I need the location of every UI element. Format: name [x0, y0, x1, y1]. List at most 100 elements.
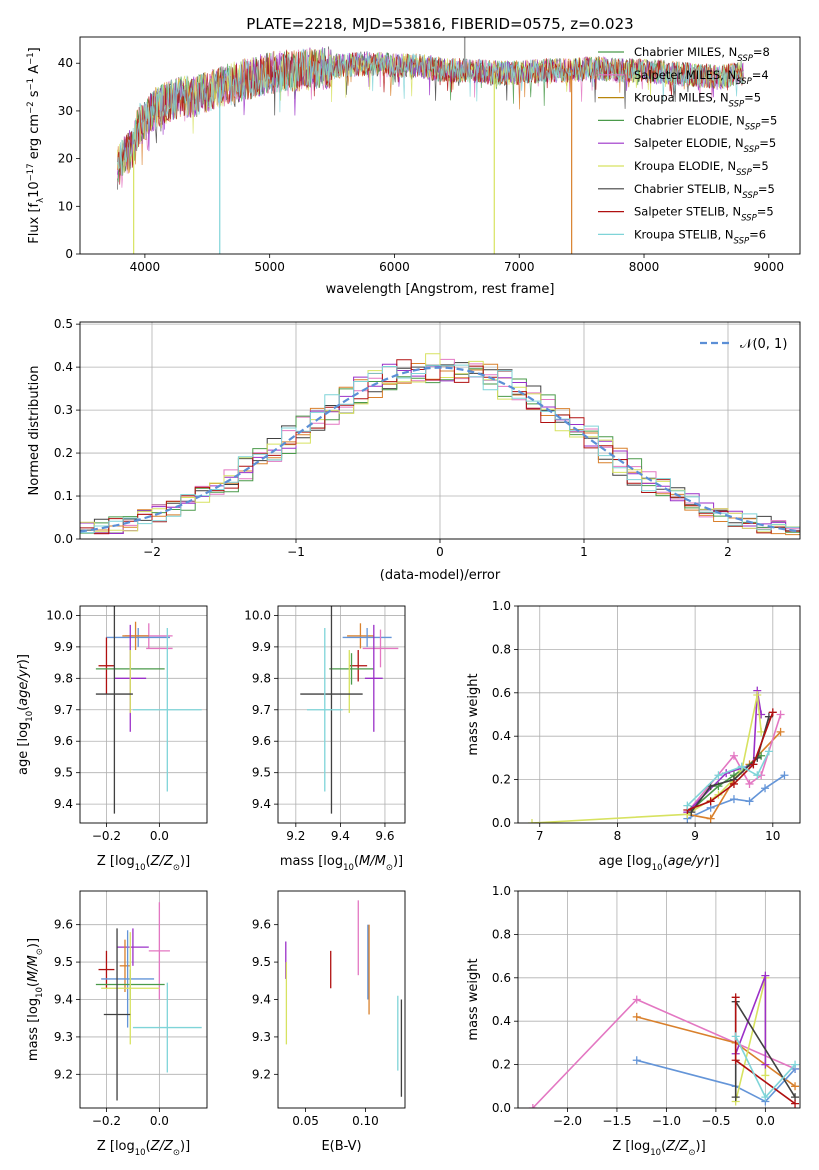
x-tick-label: 4000 [130, 260, 161, 274]
x-tick-label: 0.0 [150, 1114, 169, 1128]
x-tick-label: −1.0 [652, 1114, 681, 1128]
weight-marker [528, 1104, 537, 1108]
y-tick-label: 9.7 [252, 703, 271, 717]
x-tick-label: 5000 [254, 260, 285, 274]
x-axis-label: mass [log10(M/M⊙)] [280, 854, 403, 873]
y-tick-label: 9.4 [252, 993, 271, 1007]
y-axis-label: mass weight [466, 673, 481, 755]
x-tick-label: 8000 [629, 260, 660, 274]
figure-title: PLATE=2218, MJD=53816, FIBERID=0575, z=0… [246, 15, 633, 33]
weight-marker [706, 814, 715, 823]
legend-entry: Salpeter ELODIE, NSSP=5 [634, 136, 776, 155]
weight-marker [768, 708, 777, 717]
y-tick-label: 9.2 [252, 1067, 271, 1081]
x-tick-label: 9000 [754, 260, 785, 274]
y-axis-label: mass [log10(M/M⊙)] [26, 938, 45, 1061]
x-tick-label: 6000 [379, 260, 410, 274]
weight-marker [706, 797, 715, 806]
weight-marker [764, 747, 773, 756]
weight-marker [761, 1093, 770, 1102]
x-axis-label: Z [log10(Z/Z⊙)] [97, 854, 190, 873]
x-tick-label: −2 [143, 545, 161, 559]
weight-marker [745, 797, 754, 806]
y-tick-label: 10.0 [46, 608, 73, 622]
y-tick-label: 0.4 [54, 360, 73, 374]
weight-marker [731, 1093, 740, 1102]
weight-marker [729, 779, 738, 788]
y-tick-label: 0.8 [492, 927, 511, 941]
spectrum-line [117, 47, 744, 176]
y-tick-label: 9.5 [252, 766, 271, 780]
x-tick-label: 9.4 [331, 829, 350, 843]
y-tick-label: 9.4 [54, 993, 73, 1007]
y-tick-label: 10 [58, 199, 73, 213]
y-tick-label: 0.2 [492, 1058, 511, 1072]
x-axis-label: Z [log10(Z/Z⊙)] [97, 1139, 190, 1158]
x-tick-label: 0.10 [352, 1114, 379, 1128]
weight-marker [527, 819, 536, 823]
x-tick-label: −0.5 [701, 1114, 730, 1128]
x-axis-label: wavelength [Angstrom, rest frame] [326, 282, 555, 297]
weight-marker [749, 760, 758, 769]
x-tick-label: 0 [436, 545, 444, 559]
y-tick-label: 9.6 [54, 918, 73, 932]
weight-marker [757, 710, 766, 719]
x-tick-label: 9.2 [286, 829, 305, 843]
y-tick-label: 9.8 [54, 671, 73, 685]
weight-marker [731, 1056, 740, 1065]
legend-entry: Kroupa ELODIE, NSSP=5 [634, 159, 769, 178]
y-tick-label: 9.2 [54, 1067, 73, 1081]
y-axis-label: mass weight [466, 958, 481, 1040]
y-tick-label: 0 [65, 247, 73, 261]
weight-marker [753, 690, 762, 699]
weight-marker [761, 1060, 770, 1069]
y-tick-label: 9.9 [54, 640, 73, 654]
x-tick-label: −0.2 [92, 1114, 121, 1128]
legend-entry: Chabrier STELIB, NSSP=5 [634, 182, 775, 201]
y-tick-label: 0.5 [54, 317, 73, 331]
y-tick-label: 0.0 [492, 816, 511, 830]
x-tick-label: 2 [724, 545, 732, 559]
weight-marker [753, 771, 762, 780]
y-tick-label: 1.0 [492, 599, 511, 613]
y-tick-label: 0.0 [54, 532, 73, 546]
x-tick-label: −0.2 [92, 829, 121, 843]
y-tick-label: 9.4 [252, 797, 271, 811]
legend-entry: Salpeter STELIB, NSSP=5 [634, 205, 774, 224]
weight-marker [731, 993, 740, 1002]
y-tick-label: 9.7 [54, 703, 73, 717]
x-tick-label: 9.6 [375, 829, 394, 843]
axes-frame [277, 890, 406, 1109]
weight-marker [632, 995, 641, 1004]
weight-marker [761, 971, 770, 980]
weight-marker [791, 1082, 800, 1091]
x-tick-label: 0.05 [292, 1114, 319, 1128]
normal-curve [79, 366, 801, 533]
x-axis-label: Z [log10(Z/Z⊙)] [612, 1139, 705, 1158]
weight-marker [745, 779, 754, 788]
weight-marker [761, 784, 770, 793]
weight-marker [780, 771, 789, 780]
weight-marker [731, 1032, 740, 1041]
y-tick-label: 9.5 [252, 955, 271, 969]
y-tick-label: 0.6 [492, 686, 511, 700]
weight-marker [729, 795, 738, 804]
y-tick-label: 0.2 [54, 446, 73, 460]
y-axis-label: age [log10(age/yr)] [16, 654, 35, 775]
y-axis-label: Flux [fλ10−17 erg cm−2 s−1 A−1] [26, 47, 46, 243]
axes-frame [79, 605, 208, 824]
y-tick-label: 9.5 [54, 955, 73, 969]
y-tick-label: 20 [58, 152, 73, 166]
x-tick-label: 9 [691, 829, 699, 843]
y-tick-label: 0.4 [492, 1014, 511, 1028]
x-axis-label: (data-model)/error [380, 568, 501, 583]
weight-marker [776, 710, 785, 719]
y-tick-label: 0.1 [54, 489, 73, 503]
weight-series [734, 975, 767, 1065]
y-tick-label: 40 [58, 56, 73, 70]
weight-marker [791, 1099, 800, 1108]
y-tick-label: 0.0 [492, 1101, 511, 1115]
axes-frame [277, 605, 406, 824]
axes-frame [79, 890, 208, 1109]
